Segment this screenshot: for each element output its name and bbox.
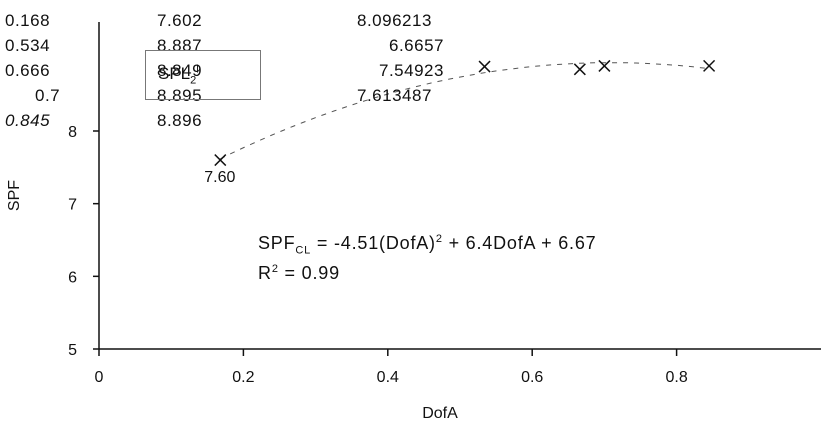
y-tick-label: 7 [68,197,77,214]
table-cell: 7.613487 [357,86,432,105]
point-stroke [573,63,586,76]
legend-label: SPL2l [158,63,199,86]
point-stroke [598,59,611,72]
table-cell: 0.168 [5,11,51,30]
trendline [220,62,710,160]
x-tick-label: 0 [95,369,104,386]
r2-text: R2 = 0.99 [258,263,340,283]
data-point [703,59,716,72]
data-points [214,59,716,167]
x-tick-label: 0.2 [232,369,254,386]
point-stroke [478,60,491,73]
x-axis-label: DofA [422,405,458,422]
x-tick-label: 0.8 [665,369,687,386]
point-label: 7.60 [204,169,235,186]
data-point [573,63,586,76]
overlay-col1: 0.168 0.534 0.666 0.7 0.845 [5,8,60,133]
table-cell: 8.896 [157,111,203,130]
x-tick-label: 0.4 [377,369,399,386]
table-cell: 8.096213 [357,11,432,30]
y-tick-label: 8 [68,124,77,141]
table-cell: 7.602 [157,11,203,30]
table-cell: 6.6657 [389,36,444,55]
table-cell: 7.54923 [379,61,444,80]
ticks: 5 6 7 8 0 0.2 0.4 0.6 0.8 [68,124,688,386]
table-cell: 0.666 [5,61,51,80]
trendline-equation: SPFCL = -4.51(DofA)2 + 6.4DofA + 6.67 [258,233,596,257]
data-point [214,154,227,167]
y-tick-label: 6 [68,269,77,286]
table-cell: 8.895 [157,86,203,105]
y-tick-label: 5 [68,342,77,359]
table-cell: 0.7 [35,86,61,105]
legend-box [145,50,261,100]
x-tick-label: 0.6 [521,369,543,386]
equation-text: SPFCL = -4.51(DofA)2 + 6.4DofA + 6.67 [258,233,597,257]
legend-text: SPL2l [158,63,199,87]
y-axis-label: SPF [6,180,23,211]
point-stroke [703,59,716,72]
table-cell: 8.849 [157,61,203,80]
r-squared: R2 = 0.99 [258,263,340,284]
table-cell: 0.534 [5,36,51,55]
data-point [598,59,611,72]
point-stroke [214,154,227,167]
data-point [478,60,491,73]
axes [98,22,821,350]
table-cell: 0.845 [5,111,51,130]
overlay-col3: 8.096213 6.6657 7.54923 7.613487 [357,8,444,108]
